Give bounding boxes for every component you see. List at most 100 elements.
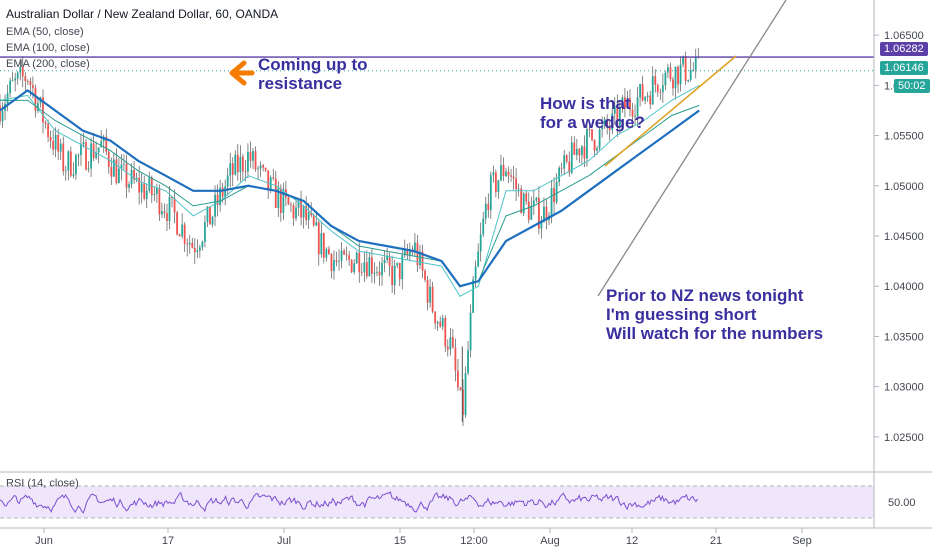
candle-body bbox=[396, 262, 399, 266]
candle-body bbox=[421, 251, 424, 271]
candle-body bbox=[581, 146, 583, 156]
candle-body bbox=[560, 167, 563, 169]
candle-body bbox=[530, 205, 533, 220]
candle-body bbox=[532, 200, 535, 206]
candle-body bbox=[239, 156, 242, 173]
candle-body bbox=[484, 203, 487, 219]
candle-body bbox=[497, 180, 500, 192]
candle-body bbox=[406, 249, 409, 255]
candle-body bbox=[244, 171, 247, 172]
candle-body bbox=[414, 242, 416, 253]
candle-body bbox=[550, 188, 553, 216]
candle-body bbox=[386, 256, 388, 260]
last-price-tag: 1.06146 bbox=[880, 61, 928, 75]
candle-body bbox=[694, 56, 697, 70]
candle-body bbox=[75, 155, 77, 175]
candle-body bbox=[669, 67, 672, 80]
candle-body bbox=[211, 216, 214, 225]
candle-body bbox=[173, 198, 176, 213]
candle-body bbox=[82, 142, 85, 145]
candle-body bbox=[92, 143, 95, 159]
candles bbox=[0, 47, 700, 426]
resistance-price-tag: 1.06282 bbox=[880, 42, 928, 56]
resistance-annotation: Coming up to resistance bbox=[258, 55, 368, 93]
candle-body bbox=[290, 204, 292, 206]
candle-body bbox=[667, 67, 669, 73]
candle-body bbox=[340, 250, 343, 261]
candle-body bbox=[221, 187, 224, 197]
candle-body bbox=[543, 206, 545, 223]
candle-body bbox=[684, 56, 687, 82]
candle-body bbox=[219, 187, 222, 205]
candle-body bbox=[118, 168, 120, 183]
candle-body bbox=[183, 224, 186, 244]
candle-body bbox=[155, 188, 158, 195]
candle-body bbox=[583, 146, 586, 159]
candle-body bbox=[181, 224, 184, 237]
ema-100-line bbox=[0, 99, 700, 287]
candle-body bbox=[416, 242, 419, 266]
candle-body bbox=[373, 272, 376, 274]
candle-body bbox=[320, 233, 323, 255]
candle-body bbox=[120, 164, 123, 169]
candle-body bbox=[631, 109, 634, 117]
candle-body bbox=[274, 178, 277, 208]
wedge-annotation-line-2: for a wedge? bbox=[540, 113, 645, 132]
candle-body bbox=[363, 262, 366, 273]
candle-body bbox=[641, 84, 644, 101]
candle-body bbox=[229, 163, 232, 176]
candle-body bbox=[328, 248, 330, 255]
candle-body bbox=[135, 177, 138, 180]
candle-body bbox=[649, 95, 652, 105]
candle-body bbox=[482, 218, 485, 235]
candle-body bbox=[656, 84, 659, 93]
candle-body bbox=[687, 79, 690, 82]
candle-body bbox=[241, 156, 244, 172]
x-tick-label: Jul bbox=[277, 535, 291, 547]
candle-body bbox=[464, 373, 467, 416]
candle-body bbox=[110, 166, 113, 177]
candle-body bbox=[176, 212, 178, 235]
candle-body bbox=[37, 103, 39, 111]
candle-body bbox=[500, 164, 502, 181]
candle-body bbox=[191, 242, 194, 248]
candle-body bbox=[0, 105, 1, 122]
candle-body bbox=[454, 347, 457, 371]
candle-body bbox=[330, 254, 333, 271]
candle-body bbox=[682, 56, 684, 65]
candle-body bbox=[674, 66, 677, 89]
candle-body bbox=[97, 147, 100, 153]
candle-body bbox=[360, 272, 363, 274]
candle-body bbox=[295, 207, 297, 219]
candle-body bbox=[140, 183, 143, 193]
candle-body bbox=[19, 67, 22, 73]
candle-body bbox=[198, 247, 201, 251]
candle-body bbox=[462, 389, 464, 416]
x-tick-label: Jun bbox=[35, 535, 53, 547]
candle-body bbox=[512, 176, 515, 179]
candle-body bbox=[249, 151, 252, 161]
candle-body bbox=[1, 111, 4, 122]
arrow-left-icon bbox=[229, 60, 255, 86]
overlays bbox=[0, 0, 874, 297]
candle-body bbox=[16, 72, 19, 79]
candle-body bbox=[472, 279, 475, 313]
y-tick-label: 1.02500 bbox=[884, 432, 924, 444]
candle-body bbox=[586, 129, 588, 159]
candle-body bbox=[128, 184, 130, 188]
candle-body bbox=[608, 127, 611, 131]
candle-body bbox=[69, 151, 72, 176]
candle-body bbox=[381, 263, 383, 276]
x-tick-label: Sep bbox=[792, 535, 812, 547]
candle-body bbox=[305, 206, 308, 221]
candle-body bbox=[431, 286, 434, 312]
candle-body bbox=[555, 181, 558, 203]
wedge-annotation-line-1: How is that bbox=[540, 94, 631, 113]
candle-body bbox=[310, 212, 313, 216]
x-tick-label: Aug bbox=[540, 535, 560, 547]
candle-body bbox=[606, 119, 609, 128]
rsi-line bbox=[0, 491, 699, 514]
candle-body bbox=[419, 251, 421, 266]
candle-body bbox=[358, 252, 361, 273]
